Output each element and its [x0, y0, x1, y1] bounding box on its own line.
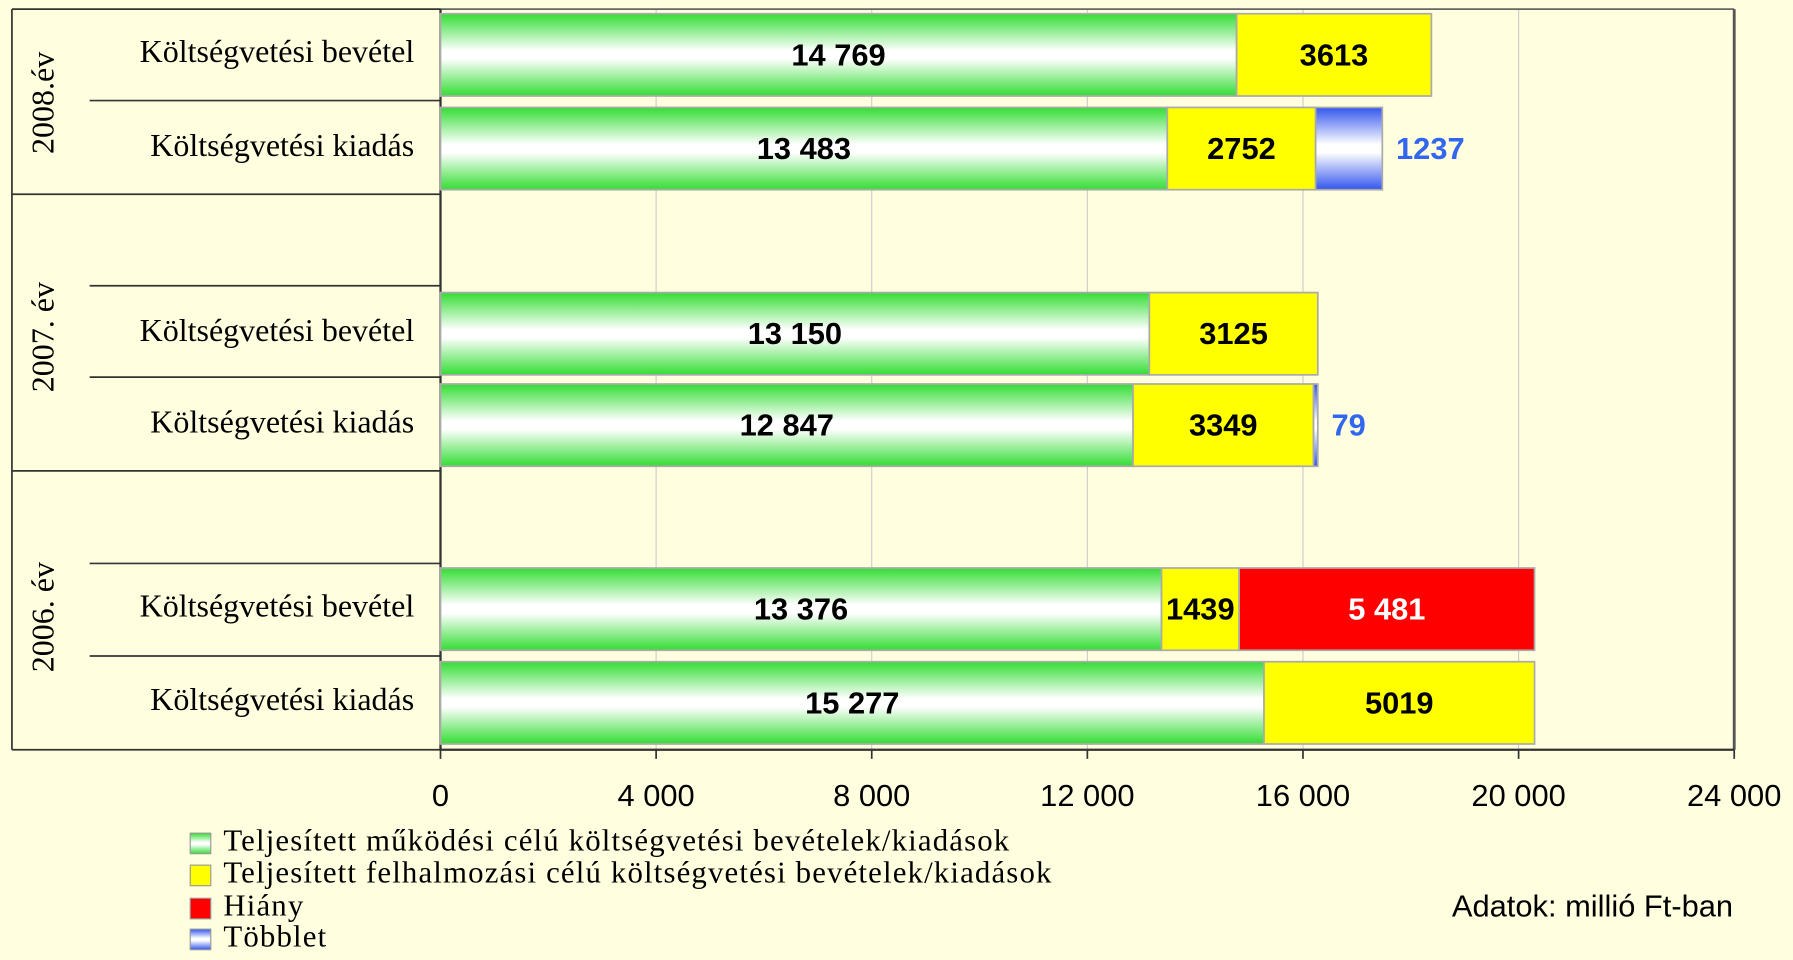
value-label: 12 847 — [740, 408, 834, 443]
legend-label: Hiány — [223, 889, 304, 923]
value-label: 3125 — [1199, 316, 1268, 351]
x-tick-label: 16 000 — [1256, 778, 1350, 813]
category-label: Költségvetési kiadás — [150, 681, 414, 717]
x-tick-label: 20 000 — [1471, 778, 1565, 813]
x-tick-label: 4 000 — [618, 778, 695, 813]
value-label: 2752 — [1207, 131, 1276, 166]
x-tick-label: 0 — [432, 778, 449, 813]
bar-segment — [439, 660, 1265, 745]
legend-swatch — [189, 928, 212, 951]
bar-segment — [439, 383, 1134, 468]
bar-segment — [1314, 106, 1384, 191]
bar-segment — [1238, 567, 1536, 652]
category-label: Költségvetési bevétel — [140, 33, 415, 69]
legend-label: Többlet — [223, 920, 327, 954]
group-label: 2007. év — [25, 282, 61, 392]
legend-label: Teljesített felhalmozási célú költségvet… — [223, 856, 1052, 890]
legend-swatch — [189, 832, 212, 855]
bar-segment — [1235, 12, 1433, 97]
bar-segment — [439, 567, 1163, 652]
value-label: 3349 — [1189, 408, 1258, 443]
note: Adatok: millió Ft-ban — [1452, 889, 1733, 924]
value-label: 5 481 — [1348, 592, 1425, 627]
bar-segment — [439, 106, 1169, 191]
category-label: Költségvetési kiadás — [150, 127, 414, 163]
value-label: 13 150 — [748, 316, 842, 351]
bar-segment — [439, 12, 1238, 97]
bar-segment — [439, 291, 1151, 376]
x-tick-label: 24 000 — [1687, 778, 1781, 813]
value-label: 13 483 — [757, 131, 851, 166]
value-label: 15 277 — [805, 685, 899, 720]
category-label: Költségvetési bevétel — [140, 587, 415, 623]
category-label: Költségvetési bevétel — [140, 312, 415, 348]
legend-swatch — [189, 897, 212, 920]
bar-segment — [1160, 567, 1240, 652]
legend-label: Teljesített működési célú költségvetési … — [223, 824, 1010, 858]
category-label: Költségvetési kiadás — [150, 403, 414, 439]
x-tick-label: 12 000 — [1040, 778, 1134, 813]
x-tick-label: 8 000 — [833, 778, 910, 813]
legend-swatch — [189, 864, 212, 887]
value-label: 1237 — [1396, 131, 1465, 166]
value-label: 14 769 — [791, 37, 885, 72]
bar-segment — [1312, 383, 1319, 468]
value-label: 3613 — [1300, 37, 1369, 72]
value-label: 79 — [1332, 408, 1366, 443]
value-label: 1439 — [1166, 592, 1235, 627]
group-label: 2008.év — [25, 52, 61, 154]
group-label: 2006. év — [25, 562, 61, 672]
bar-segment — [1148, 291, 1319, 376]
value-label: 5019 — [1365, 685, 1434, 720]
value-label: 13 376 — [754, 592, 848, 627]
bar-segment — [1263, 660, 1536, 745]
